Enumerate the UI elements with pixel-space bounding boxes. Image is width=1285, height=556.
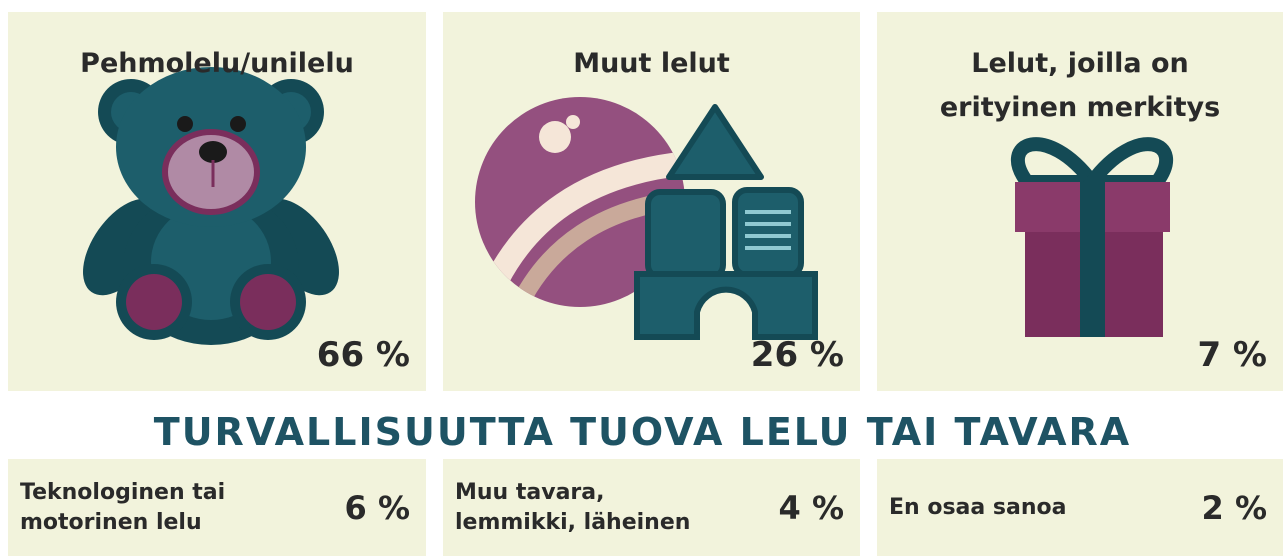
panel-title: Lelut, joilla on erityinen merkitys [939,48,1221,123]
teddy-bear-icon [83,67,339,345]
item-value: 2 % [1201,488,1267,527]
panel: Lelut, joilla on erityinen merkitys 7 % [877,12,1283,391]
item-value: 4 % [778,488,844,527]
item-label: En osaa sanoa [889,494,1067,520]
panel-value: 26 % [750,335,844,375]
item-card: En osaa sanoa 2 % [877,459,1283,556]
item-card: Muu tavara, lemmikki, läheinen 4 % [443,459,860,556]
heading: TURVALLISUUTTA TUOVA LELU TAI TAVARA [153,410,1132,454]
gift-icon [1010,137,1174,337]
panel-title: Pehmolelu/unilelu [80,48,354,79]
toys-icon [475,97,818,340]
item-card: Teknologinen tai motorinen lelu 6 % [8,459,426,556]
panel-value: 7 % [1197,335,1267,375]
panel: Muut lelut 26 % [443,12,860,391]
panel-title: Muut lelut [573,48,730,79]
item-value: 6 % [344,488,410,527]
panel-value: 66 % [316,335,410,375]
item-label: Muu tavara, lemmikki, läheinen [455,479,691,535]
panel: Pehmolelu/unilelu 66 % [8,12,426,391]
item-label: Teknologinen tai motorinen lelu [20,479,226,535]
